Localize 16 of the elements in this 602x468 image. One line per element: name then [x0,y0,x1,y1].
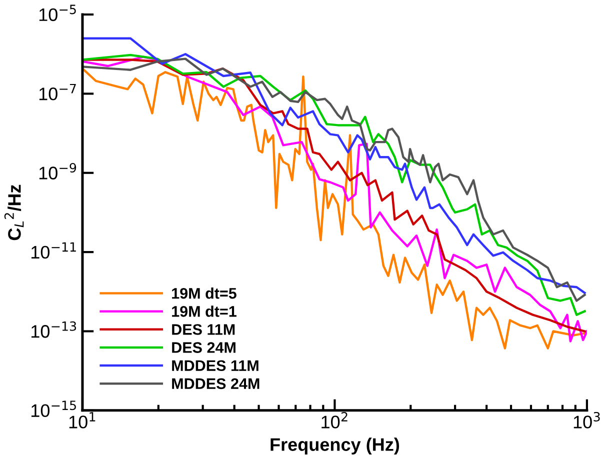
y-tick-label: 10$^{−13}$ [32,321,76,338]
y-tick-label: 10$^{−7}$ [39,84,76,100]
legend-label: MDDES 11M [172,360,258,372]
legend-label: DES 24M [172,342,236,353]
x-axis-title: Frequency (Hz) [270,438,400,455]
y-tick-label: 10$^{−11}$ [32,242,76,259]
x-tick-label: 10$^{2}$ [322,412,348,428]
legend-label: 19M dt=5 [172,288,236,299]
y-tick-label: 10$^{−5}$ [39,4,76,22]
x-tick-label: 10$^{3}$ [574,412,600,428]
legend-label: DES 11M [172,324,235,335]
legend-label: MDDES 24M [172,378,260,390]
legend-label: 19M dt=1 [172,306,236,317]
y-axis-title: C$_{L}$$^{2}$/Hz [4,184,24,240]
x-tick-label: 10$^{1}$ [69,412,96,428]
y-tick-label: 10$^{−9}$ [39,162,76,180]
